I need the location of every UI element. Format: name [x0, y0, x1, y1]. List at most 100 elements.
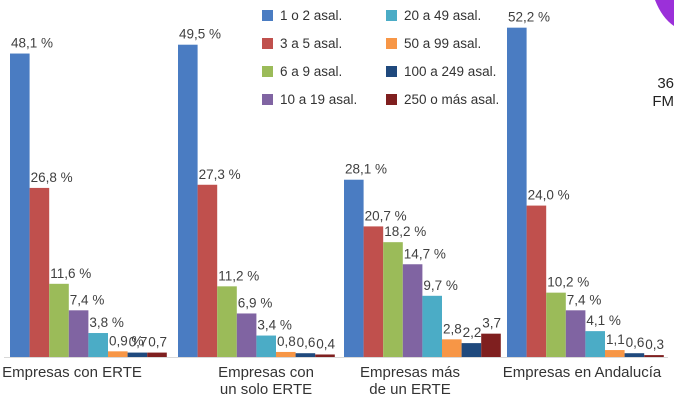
data-label: 3,8 % [89, 315, 124, 330]
legend-swatch [262, 38, 273, 49]
bar [422, 295, 442, 357]
bar [127, 352, 148, 357]
bar [88, 333, 108, 357]
data-label: 24,0 % [528, 188, 570, 203]
data-label: 49,5 % [179, 27, 221, 42]
bar [402, 264, 423, 357]
legend-item: 3 a 5 asal. [262, 36, 342, 51]
data-label: 1,1 [606, 332, 625, 347]
data-label: 27,3 % [199, 167, 241, 182]
data-label: 0,3 [645, 337, 664, 352]
category-label: Empresas con ERTE [2, 364, 142, 381]
data-label: 3,7 [482, 316, 501, 331]
bar [197, 184, 218, 357]
legend-swatch [262, 10, 273, 21]
data-label: 28,1 % [345, 162, 387, 177]
bar [178, 44, 198, 357]
bar [108, 351, 128, 357]
data-label: 0,4 [316, 336, 335, 351]
data-label: 3,4 % [257, 318, 292, 333]
data-label: 14,7 % [404, 246, 446, 261]
bar [585, 331, 605, 357]
bar [29, 187, 50, 357]
legend-swatch [386, 66, 397, 77]
bar [624, 353, 645, 357]
bar [49, 283, 69, 357]
data-label: 48,1 % [11, 36, 53, 51]
bar [236, 313, 257, 357]
data-label: 0,7 [129, 335, 148, 350]
side-text: 36 [657, 75, 674, 92]
bar [217, 286, 237, 357]
data-label: 2,2 [463, 325, 482, 340]
data-label: 10,2 % [547, 275, 589, 290]
legend-item: 1 o 2 asal. [262, 8, 342, 23]
data-label: 0,6 [626, 335, 645, 350]
data-label: 18,2 % [384, 224, 426, 239]
bar [344, 179, 364, 357]
bar [10, 53, 30, 358]
bar [363, 226, 384, 357]
bar [481, 333, 501, 357]
bar-group [344, 179, 501, 357]
data-label: 6,9 % [238, 295, 273, 310]
bar-groups [10, 27, 664, 358]
bar [605, 350, 625, 357]
legend-label: 10 a 19 asal. [280, 92, 357, 107]
category-label: Empresas con un solo ERTE [218, 364, 314, 398]
bar [68, 310, 89, 357]
legend-item: 20 a 49 asal. [386, 8, 481, 23]
bar [295, 353, 316, 357]
data-label: 4,1 % [586, 313, 621, 328]
legend-swatch [386, 38, 397, 49]
legend-item: 100 a 249 asal. [386, 64, 496, 79]
legend-swatch [262, 94, 273, 105]
legend-label: 1 o 2 asal. [280, 8, 342, 23]
category-label: Empresas más de un ERTE [360, 364, 460, 398]
bar [546, 292, 566, 357]
bar-group [178, 44, 335, 357]
data-label: 0,7 [148, 335, 167, 350]
legend-swatch [262, 66, 273, 77]
data-label: 9,7 % [423, 278, 458, 293]
legend-label: 100 a 249 asal. [404, 64, 496, 79]
legend-item: 10 a 19 asal. [262, 92, 357, 107]
data-label: 7,4 % [70, 292, 105, 307]
data-label: 2,8 [443, 321, 462, 336]
category-label: Empresas en Andalucía [503, 364, 662, 381]
bar [276, 351, 296, 357]
bar [565, 310, 586, 357]
bar-group [10, 53, 167, 358]
legend-label: 250 o más asal. [404, 92, 499, 107]
legend-item: 50 a 99 asal. [386, 36, 481, 51]
legend: 1 o 2 asal. 3 a 5 asal. 6 a 9 asal. 10 a 19… [262, 8, 499, 107]
bar [526, 205, 547, 357]
legend-label: 20 a 49 asal. [404, 8, 481, 23]
bar [507, 27, 527, 357]
legend-item: 6 a 9 asal. [262, 64, 342, 79]
data-label: 52,2 % [508, 10, 550, 25]
bar [442, 339, 462, 357]
data-labels: 48,1 %26,8 %11,6 %7,4 %3,8 %0,9 %0,7 0,74… [11, 10, 664, 352]
data-label: 0,8 [277, 334, 296, 349]
data-label: 0,6 [297, 335, 316, 350]
bar [383, 242, 403, 357]
data-label: 20,7 % [365, 208, 407, 223]
bar [461, 343, 482, 357]
legend-swatch [386, 10, 397, 21]
data-label: 26,8 % [31, 170, 73, 185]
legend-swatch [386, 94, 397, 105]
side-text: FM [652, 93, 674, 110]
bar-group [507, 27, 664, 357]
category-labels: Empresas con ERTE Empresas con un solo ERT… [2, 364, 662, 398]
corner-accent-shape [655, 0, 674, 26]
bar [147, 352, 167, 357]
legend-label: 3 a 5 asal. [280, 36, 342, 51]
legend-item: 250 o más asal. [386, 92, 499, 107]
data-label: 0,9 % [109, 333, 144, 348]
data-label: 7,4 % [567, 292, 602, 307]
data-label: 11,2 % [218, 268, 259, 283]
bar [644, 355, 664, 357]
